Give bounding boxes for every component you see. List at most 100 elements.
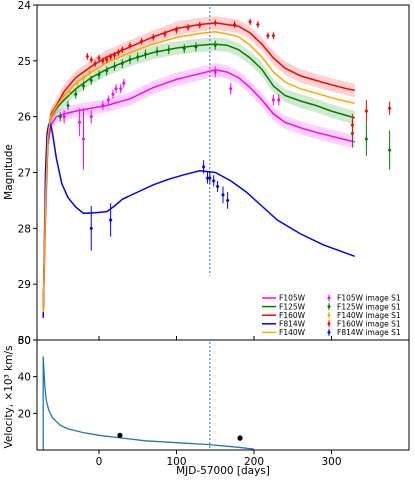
f160w-image-s1-point: [232, 22, 237, 27]
f140w-line: [42, 31, 355, 313]
f160w-image-s1-point: [197, 22, 202, 28]
magnitude-y-axis-label: Magnitude: [3, 144, 15, 200]
velocity-plot-frame: [36, 339, 410, 451]
legend-entry-f125w-image-s1: F125W image S1: [337, 302, 401, 311]
f160w-image-s1-point: [387, 105, 392, 111]
legend-entry-f140w-image-s1: F140W image S1: [337, 311, 401, 320]
f814w-image-s1-point: [201, 164, 206, 170]
f160w-image-s1-point: [213, 20, 218, 26]
magnitude-tick-label: 28: [18, 223, 31, 235]
legend-swatch-f140w-image-s1: [327, 312, 331, 318]
f814w-image-s1-point: [215, 184, 220, 189]
f160w-image-s1-point: [128, 43, 132, 49]
f105w-image-s1-point: [213, 69, 218, 75]
f125w-image-s1-point: [81, 83, 86, 89]
velocity-tick-label: 20: [18, 408, 31, 420]
legend-entry-f105w: F105W: [279, 294, 306, 303]
f140w-image-s1-point: [75, 80, 80, 86]
magnitude-tick-label: 27: [18, 168, 31, 180]
velocity-points: [117, 432, 243, 442]
legend-entry-f125w: F125W: [279, 302, 306, 311]
velocity-point: [117, 432, 123, 438]
f160w-image-s1-point: [256, 22, 260, 27]
f160w-image-s1-point: [163, 31, 167, 37]
f160w-image-s1-point: [93, 61, 97, 67]
magnitude-tick-label: 24: [18, 0, 32, 12]
x-tick-label: 100: [166, 456, 186, 468]
f125w-image-s1-point: [364, 136, 369, 142]
f160w-image-s1-point: [174, 27, 179, 33]
f105w-image-s1-point: [81, 136, 86, 142]
f125w-line: [42, 43, 356, 313]
f160w-image-s1-point: [101, 58, 105, 64]
f105w-image-s1-point: [111, 91, 115, 97]
velocity-tick-label: 40: [18, 372, 31, 384]
f105w-image-s1-point: [62, 114, 66, 120]
legend-entry-f140w: F140W: [279, 328, 306, 337]
f140w-image-s1-point: [81, 75, 86, 80]
f125w-image-s1-point: [112, 64, 117, 69]
f814w-image-s1-point: [89, 225, 94, 231]
f105w-image-s1-point: [77, 119, 82, 125]
velocity-line: [42, 356, 255, 450]
f125w-image-s1-point: [135, 54, 140, 60]
f105w-image-s1-point: [106, 97, 111, 103]
f105w-image-s1-point: [122, 80, 126, 86]
magnitude-tick-label: 26: [18, 112, 32, 124]
magnitude-y-ticks: 24 25 26 27 28 29 30: [18, 0, 37, 347]
f125w-image-s1-point: [120, 61, 125, 67]
f105w-image-s1-point: [228, 86, 233, 92]
f160w-image-s1-point: [120, 47, 125, 53]
f160w-image-s1-point: [186, 24, 190, 30]
f814w-image-s1-point: [225, 198, 230, 203]
f125w-image-s1-point: [182, 46, 187, 51]
f814w-image-s1-point: [211, 178, 216, 184]
legend-swatch-f125w-image-s1: [327, 304, 331, 309]
f140w-image-s1-point: [67, 89, 72, 94]
legend-entry-f160w: F160W: [279, 311, 306, 320]
velocity-tick-label: 60: [18, 335, 31, 347]
f105w-image-s1-point: [271, 97, 276, 103]
velocity-point: [237, 435, 243, 441]
f814w-image-s1-point: [208, 175, 212, 181]
magnitude-tick-label: 30: [18, 335, 31, 347]
x-ticks: 0 100 200 300: [96, 336, 342, 468]
f160w-image-s1-point: [89, 57, 94, 63]
f105w-image-s1-point: [101, 103, 105, 108]
f160w-image-s1-point: [248, 19, 252, 25]
f125w-image-s1-point: [73, 91, 78, 97]
legend-entry-f814w-image-s1: F814W image S1: [337, 328, 401, 337]
f125w-image-s1-point: [58, 114, 63, 120]
f160w-image-s1-point: [350, 122, 355, 128]
x-tick-label: 0: [96, 456, 103, 468]
f160w-band: [43, 16, 355, 319]
f105w-image-s1-point: [89, 114, 94, 120]
f125w-image-s1-point: [66, 103, 70, 108]
x-axis-label: MJD-57000 [days]: [176, 465, 270, 477]
f814w-image-s1-point: [205, 175, 210, 181]
legend-entry-f160w-image-s1: F160W image S1: [337, 320, 401, 329]
f105w-image-s1-point: [277, 97, 281, 103]
legend-swatch-f105w-image-s1: [327, 295, 331, 301]
velocity-y-axis-label: Velocity, ×10³ km/s: [3, 346, 15, 449]
f105w-image-s1-point: [118, 86, 123, 92]
f160w-image-s1-point: [104, 57, 109, 63]
x-tick-label: 200: [244, 456, 264, 468]
f105w-line: [42, 69, 355, 318]
magnitude-tick-label: 29: [18, 279, 31, 291]
f125w-image-s1-point: [128, 57, 132, 63]
legend-swatch-f160w-image-s1: [327, 321, 331, 327]
f160w-image-s1-point: [112, 52, 117, 58]
f160w-image-s1-point: [364, 108, 369, 114]
legend-entry-f814w: F814W: [279, 320, 306, 329]
f140w-image-s1-point: [87, 69, 92, 75]
f814w-image-s1-point: [108, 217, 113, 223]
f125w-image-s1-point: [104, 68, 109, 74]
observed-points: [58, 18, 392, 251]
f125w-image-s1-point: [194, 44, 198, 50]
legend-entry-f105w-image-s1: F105W image S1: [337, 294, 401, 303]
f125w-image-s1-point: [387, 147, 392, 153]
